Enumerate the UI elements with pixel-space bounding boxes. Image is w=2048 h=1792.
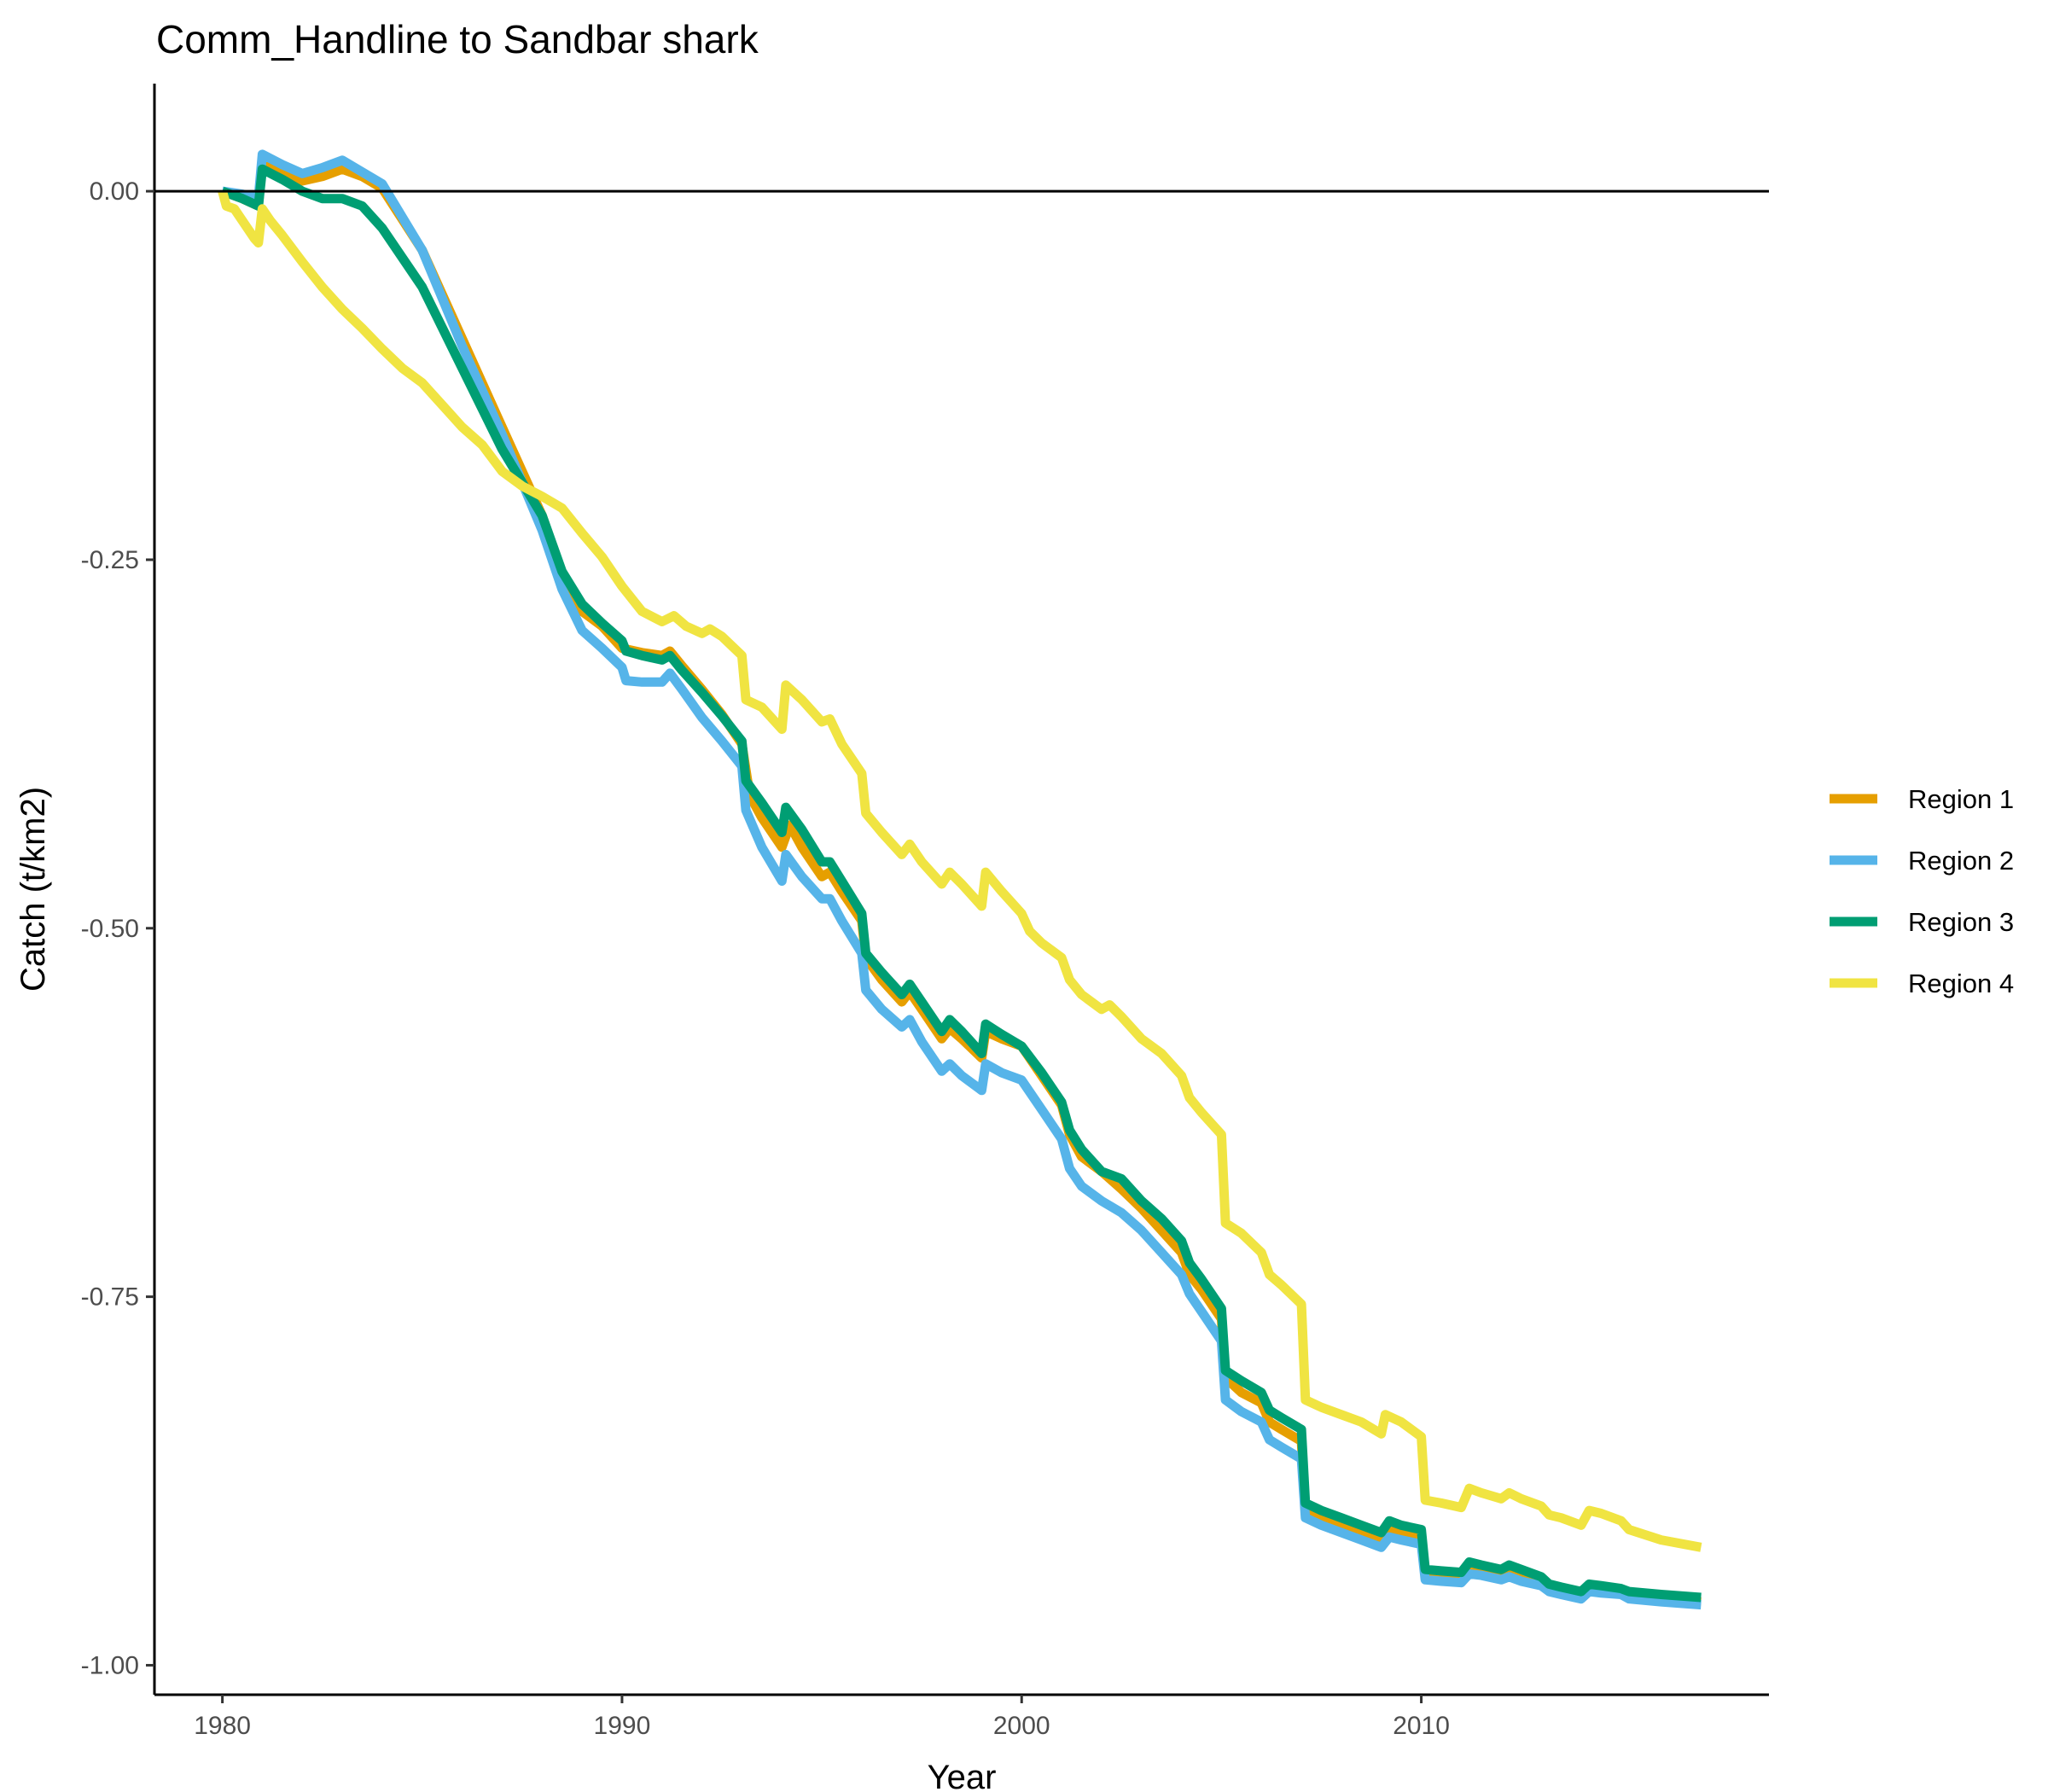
y-tick-label: 0.00 [90,177,139,206]
y-tick-label: -0.25 [81,546,139,574]
legend-label-region-4: Region 4 [1908,969,2014,998]
y-axis-ticks: 0.00 -0.25 -0.50 -0.75 -1.00 [81,177,154,1679]
legend: Region 1 Region 2 Region 3 Region 4 [1830,784,2014,998]
chart-title: Comm_Handline to Sandbar shark [156,17,759,61]
legend-label-region-3: Region 3 [1908,907,2014,937]
legend-label-region-2: Region 2 [1908,846,2014,876]
x-tick-label: 1980 [194,1712,251,1740]
y-axis-title: Catch (t/km2) [15,787,52,992]
series-line-region-4 [218,189,1702,1552]
series-line-region-3 [220,164,1702,1603]
y-tick-label: -1.00 [81,1651,139,1679]
plot-area [154,149,1769,1610]
x-tick-label: 1990 [594,1712,651,1740]
series-layer [218,149,1702,1610]
x-axis-ticks: 1980 1990 2000 2010 [194,1695,1450,1740]
y-tick-label: -0.75 [81,1283,139,1312]
legend-label-region-1: Region 1 [1908,784,2014,814]
x-axis-title: Year [928,1759,997,1792]
x-tick-label: 2010 [1393,1712,1450,1740]
x-tick-label: 2000 [993,1712,1050,1740]
series-line-region-2 [221,149,1702,1610]
y-tick-label: -0.50 [81,915,139,943]
